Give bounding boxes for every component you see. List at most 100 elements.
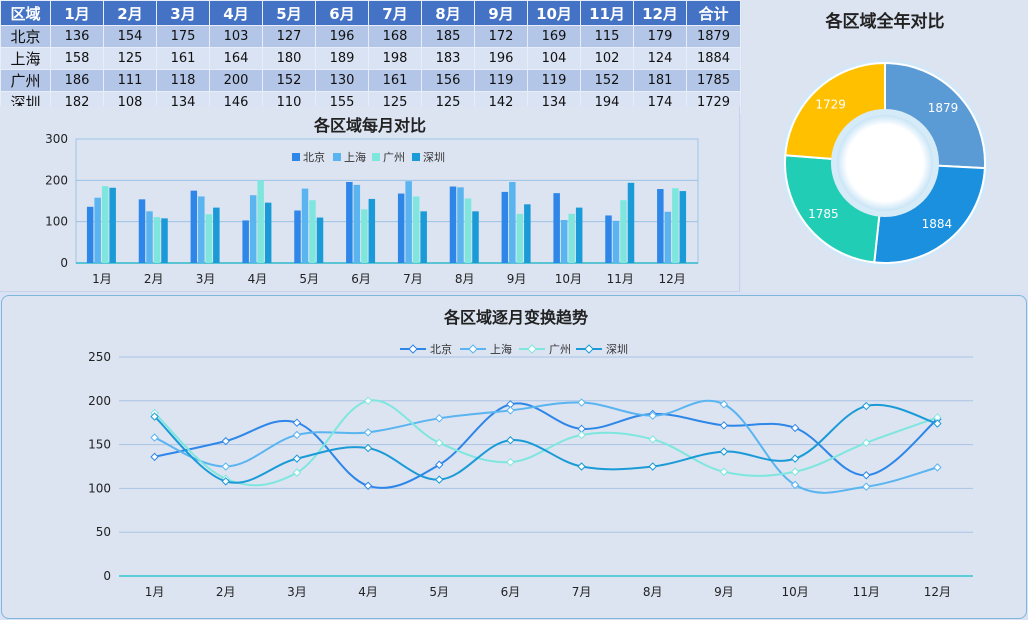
value-cell: 152: [580, 69, 634, 92]
data-point-marker: [933, 463, 942, 472]
bar: [472, 211, 479, 263]
value-cell: 127: [262, 25, 316, 48]
data-point-marker: [150, 452, 159, 462]
x-tick-label: 10月: [555, 272, 582, 286]
data-point-marker: [719, 447, 729, 456]
y-tick-label: 200: [45, 173, 68, 187]
value-cell: 198: [368, 47, 422, 70]
bar: [524, 204, 531, 263]
bar: [516, 213, 524, 263]
total-cell: 1879: [686, 25, 741, 48]
data-point-marker: [862, 438, 871, 448]
header-cell: 合计: [686, 0, 741, 26]
data-point-marker: [435, 475, 444, 484]
legend-label: 深圳: [606, 343, 628, 356]
value-cell: 115: [580, 25, 634, 48]
legend-label: 广州: [383, 151, 405, 164]
value-cell: 175: [156, 25, 210, 48]
table-row: 上海 158 125 161 164 180 189 198 183 196 104 102 124 18…: [0, 47, 741, 70]
data-point-marker: [363, 481, 373, 490]
bar: [397, 193, 405, 263]
bar: [198, 196, 205, 263]
line-chart-title: 各区域逐月变换趋势: [443, 308, 588, 327]
data-point-marker: [150, 412, 159, 421]
x-tick-label: 1月: [145, 585, 165, 599]
legend-label: 上海: [344, 150, 366, 164]
bar: [346, 181, 353, 263]
value-cell: 118: [156, 69, 210, 92]
donut-center: [837, 115, 933, 211]
data-point-marker: [648, 462, 657, 471]
header-cell: 11月: [580, 0, 634, 26]
value-cell: 161: [156, 47, 210, 70]
bar: [242, 220, 249, 263]
value-cell: 161: [368, 69, 422, 92]
value-cell: 119: [527, 69, 581, 92]
series-line: [153, 403, 938, 484]
data-point-marker: [790, 423, 800, 433]
legend-marker: [468, 344, 478, 354]
data-point-marker: [790, 480, 800, 490]
value-cell: 119: [474, 69, 528, 92]
bar: [553, 193, 560, 263]
bar: [501, 191, 509, 263]
bar: [405, 181, 412, 263]
table-row: 广州 186 111 118 200 152 130 161 156 119 119 152 181 17…: [0, 69, 741, 92]
bar: [316, 217, 324, 263]
bar: [94, 197, 101, 263]
bar: [679, 191, 687, 263]
bar: [575, 207, 583, 263]
bar: [309, 200, 316, 263]
data-point-marker: [648, 435, 657, 444]
region-name-cell: 上海: [0, 47, 51, 70]
bar: [368, 198, 376, 263]
bar: [361, 209, 368, 263]
x-tick-label: 3月: [196, 272, 216, 286]
value-cell: 164: [209, 47, 263, 70]
data-point-marker: [363, 443, 373, 453]
bar: [101, 186, 109, 263]
header-cell: 7月: [368, 0, 422, 26]
header-cell: 6月: [315, 0, 369, 26]
legend-swatch: [372, 153, 380, 161]
header-cell: 4月: [209, 0, 263, 26]
bar: [213, 207, 220, 263]
data-point-marker: [790, 454, 800, 463]
bar: [457, 187, 464, 263]
bar: [509, 181, 516, 263]
header-cell: 3月: [156, 0, 210, 26]
y-tick-label: 200: [88, 394, 111, 408]
header-cell: 5月: [262, 0, 316, 26]
data-point-marker: [719, 400, 729, 409]
bar: [449, 186, 457, 263]
donut-chart-title: 各区域全年对比: [825, 11, 945, 32]
bar: [161, 218, 168, 263]
total-cell: 1884: [686, 47, 741, 70]
y-tick-label: 0: [60, 256, 68, 270]
bar: [264, 202, 272, 263]
value-cell: 111: [103, 69, 157, 92]
x-tick-label: 8月: [643, 585, 663, 599]
y-tick-label: 100: [45, 215, 68, 229]
data-point-marker: [790, 467, 800, 476]
bar: [257, 180, 264, 263]
bar: [605, 215, 612, 263]
y-tick-label: 150: [88, 438, 111, 452]
x-tick-label: 2月: [216, 585, 236, 599]
data-point-marker: [862, 482, 871, 491]
value-cell: 180: [262, 47, 316, 70]
value-cell: 169: [527, 25, 581, 48]
table-header-row: 区域 1月 2月 3月 4月 5月 6月 7月 8月 9月 10月 11月 12…: [0, 0, 741, 26]
bar: [353, 184, 361, 263]
y-tick-label: 0: [103, 569, 111, 583]
value-cell: 179: [633, 25, 687, 48]
data-point-marker: [862, 471, 871, 480]
x-tick-label: 7月: [403, 272, 423, 286]
header-cell: 2月: [103, 0, 157, 26]
data-point-marker: [292, 430, 302, 440]
x-tick-label: 8月: [455, 272, 475, 286]
data-point-marker: [862, 401, 871, 411]
data-point-marker: [221, 462, 230, 471]
legend-marker: [408, 344, 418, 354]
x-tick-label: 9月: [507, 272, 527, 286]
